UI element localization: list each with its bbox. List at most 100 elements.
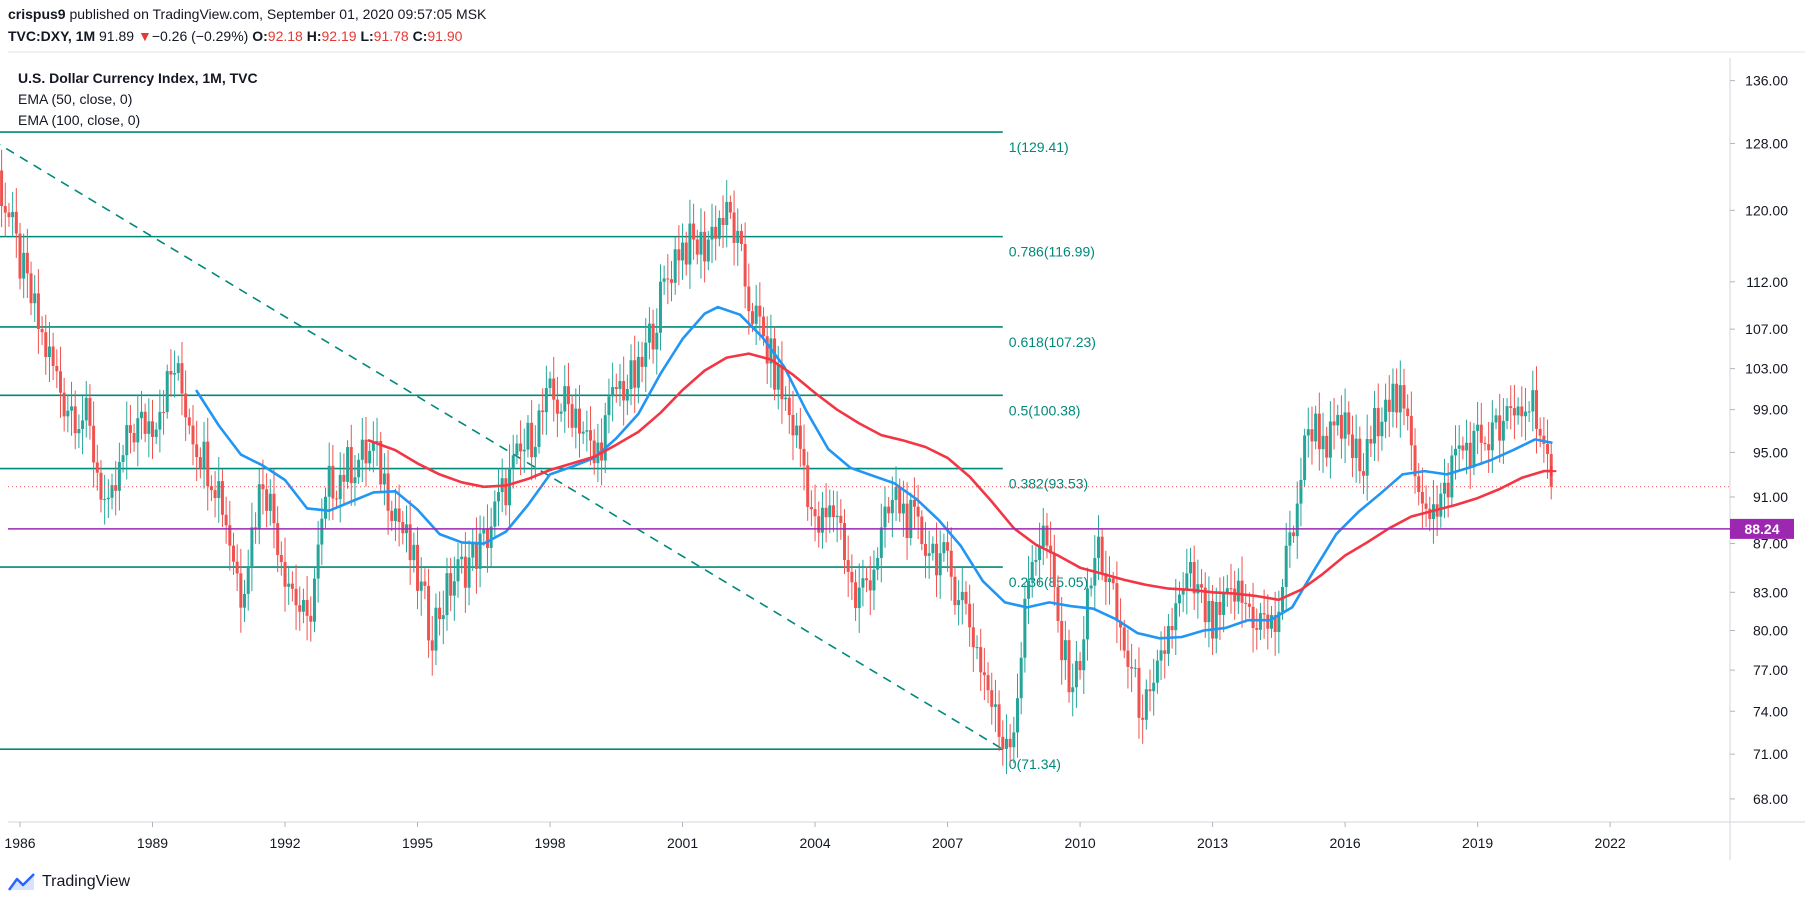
candle-body bbox=[658, 281, 662, 333]
candle-body bbox=[198, 457, 202, 469]
candle-body bbox=[688, 223, 692, 265]
candle-body bbox=[110, 485, 114, 498]
candle-body bbox=[1457, 445, 1461, 449]
ema50-line[interactable] bbox=[195, 305, 1553, 640]
candle-body bbox=[1472, 430, 1476, 468]
fib-level-label: 0.5(100.38) bbox=[1009, 402, 1081, 418]
candle-body bbox=[456, 559, 460, 582]
candle-body bbox=[725, 201, 729, 226]
candle-body bbox=[416, 544, 420, 591]
candle-body bbox=[58, 371, 62, 393]
fib-level-label: 0.786(116.99) bbox=[1009, 244, 1095, 260]
candle-body bbox=[235, 561, 239, 574]
candle-body bbox=[364, 439, 368, 464]
price-tick-label: 107.00 bbox=[1745, 321, 1788, 337]
candle-body bbox=[1060, 621, 1064, 661]
ohlc-header: TVC:DXY, 1M 91.89 ▼−0.26 (−0.29%) O:92.1… bbox=[8, 28, 462, 44]
candle-body bbox=[850, 571, 854, 583]
candle-body bbox=[474, 541, 478, 569]
candle-body bbox=[857, 587, 861, 609]
candle-body bbox=[946, 542, 950, 551]
candle-body bbox=[894, 486, 898, 500]
ema100-cross-marker bbox=[1546, 466, 1557, 477]
candle-body bbox=[1398, 385, 1402, 413]
candle-body bbox=[1233, 588, 1237, 602]
low-value: 91.78 bbox=[373, 28, 409, 44]
price-tick-label: 68.00 bbox=[1753, 791, 1788, 807]
fib-trend-line[interactable] bbox=[0, 132, 1004, 750]
candle-body bbox=[1203, 587, 1207, 623]
candle-body bbox=[1424, 503, 1428, 509]
tradingview-brand[interactable]: TradingView bbox=[8, 870, 130, 894]
candle-body bbox=[920, 516, 924, 544]
candle-body bbox=[938, 553, 942, 576]
time-tick-label: 2010 bbox=[1065, 835, 1096, 851]
candle-body bbox=[1269, 615, 1273, 629]
legend-ema50[interactable]: EMA (50, close, 0) bbox=[18, 91, 133, 107]
horizontal-level[interactable]: 88.24 bbox=[8, 486, 1794, 539]
candle-body bbox=[953, 576, 957, 606]
candle-body bbox=[1354, 438, 1358, 458]
candle-body bbox=[1027, 580, 1031, 599]
candle-body bbox=[393, 508, 397, 521]
candle-body bbox=[1509, 406, 1513, 409]
candle-body bbox=[1317, 413, 1321, 450]
candle-body bbox=[1527, 411, 1531, 413]
fib-level-label: 0.618(107.23) bbox=[1009, 334, 1096, 350]
candle-body bbox=[780, 365, 784, 400]
candle-body bbox=[478, 533, 482, 569]
candle-body bbox=[1347, 412, 1351, 435]
candle-body bbox=[1501, 420, 1505, 441]
candle-body bbox=[1096, 536, 1100, 559]
candle-body bbox=[1277, 611, 1281, 633]
candle-body bbox=[607, 396, 611, 416]
price-tick-label: 71.00 bbox=[1753, 746, 1788, 762]
candle-body bbox=[831, 505, 835, 518]
candle-body bbox=[18, 233, 22, 279]
time-axis[interactable]: 1986 1989 1992 1995 1998 2001 2004 2007 2010 2013… bbox=[4, 822, 1626, 851]
candle-body bbox=[508, 467, 512, 506]
price-tick-label: 128.00 bbox=[1745, 135, 1788, 151]
candle-body bbox=[1200, 584, 1204, 588]
candle-body bbox=[1089, 585, 1093, 589]
candle-body bbox=[1189, 561, 1193, 574]
candle-body bbox=[1376, 407, 1380, 437]
legend-ema100[interactable]: EMA (100, close, 0) bbox=[18, 112, 141, 128]
candle-body bbox=[533, 446, 537, 458]
candle-body bbox=[1365, 438, 1369, 476]
candle-body bbox=[964, 591, 968, 604]
candle-body bbox=[1262, 613, 1266, 615]
candle-body bbox=[246, 566, 250, 594]
candle-body bbox=[548, 378, 552, 389]
candle-body bbox=[103, 499, 107, 501]
candle-body bbox=[1505, 406, 1509, 421]
candle-body bbox=[360, 439, 364, 460]
candle-body bbox=[25, 252, 29, 274]
candle-body bbox=[1163, 650, 1167, 654]
candle-body bbox=[1292, 532, 1296, 537]
candle-body bbox=[220, 481, 224, 515]
level-price-badge[interactable] bbox=[1730, 518, 1794, 539]
candle-body bbox=[445, 573, 449, 616]
candle-body bbox=[791, 415, 795, 436]
candle-body bbox=[979, 647, 983, 673]
candle-body bbox=[522, 449, 526, 452]
candle-body bbox=[644, 342, 648, 367]
high-value: 92.19 bbox=[321, 28, 357, 44]
candle-body bbox=[482, 528, 486, 534]
ema100-line[interactable] bbox=[367, 352, 1553, 602]
time-tick-label: 2001 bbox=[667, 835, 698, 851]
close-label: C: bbox=[412, 28, 428, 44]
price-axis[interactable]: 136.00 128.00 120.00 112.00 107.00 103.00 99.0… bbox=[1730, 73, 1788, 807]
candle-body bbox=[1155, 660, 1159, 683]
candle-body bbox=[758, 305, 762, 317]
candle-body bbox=[165, 371, 169, 413]
candle-body bbox=[29, 273, 33, 304]
candle-body bbox=[62, 392, 66, 417]
chart-legend: U.S. Dollar Currency Index, 1M, TVC EMA … bbox=[18, 68, 258, 131]
candle-body bbox=[986, 675, 990, 691]
fibonacci-retracement[interactable]: 1(129.41) 0.786(116.99) 0.618(107.23) 0.5(1… bbox=[0, 131, 1096, 772]
candle-body bbox=[1450, 455, 1454, 498]
candle-body bbox=[357, 459, 361, 478]
